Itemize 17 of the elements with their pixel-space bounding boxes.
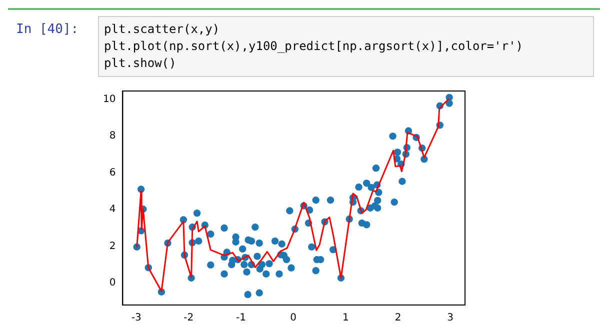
y-tick-label: 2: [109, 240, 116, 252]
x-tick-label: 3: [447, 312, 454, 324]
y-tick-label: 10: [102, 94, 116, 105]
text: In [40]:: [16, 22, 80, 37]
y-tick-label: 0: [109, 278, 116, 289]
x-tick-label: -1: [236, 312, 246, 324]
x-tick-label: -2: [184, 312, 194, 324]
text: plt.scatter(x,y): [104, 21, 221, 38]
y-tick-label: 6: [109, 167, 116, 178]
x-tick-label: 1: [342, 312, 349, 324]
text: plt.show(): [104, 55, 178, 72]
y-tick-label: 4: [109, 204, 116, 216]
text: plt.plot(np.sort(x),y100_predict[np.argsort(x)],color='r'): [104, 38, 524, 55]
x-tick-label: 0: [290, 312, 297, 324]
y-tick-label: 8: [109, 130, 116, 142]
x-tick-label: 2: [394, 312, 402, 324]
x-tick-label: -3: [131, 312, 142, 324]
